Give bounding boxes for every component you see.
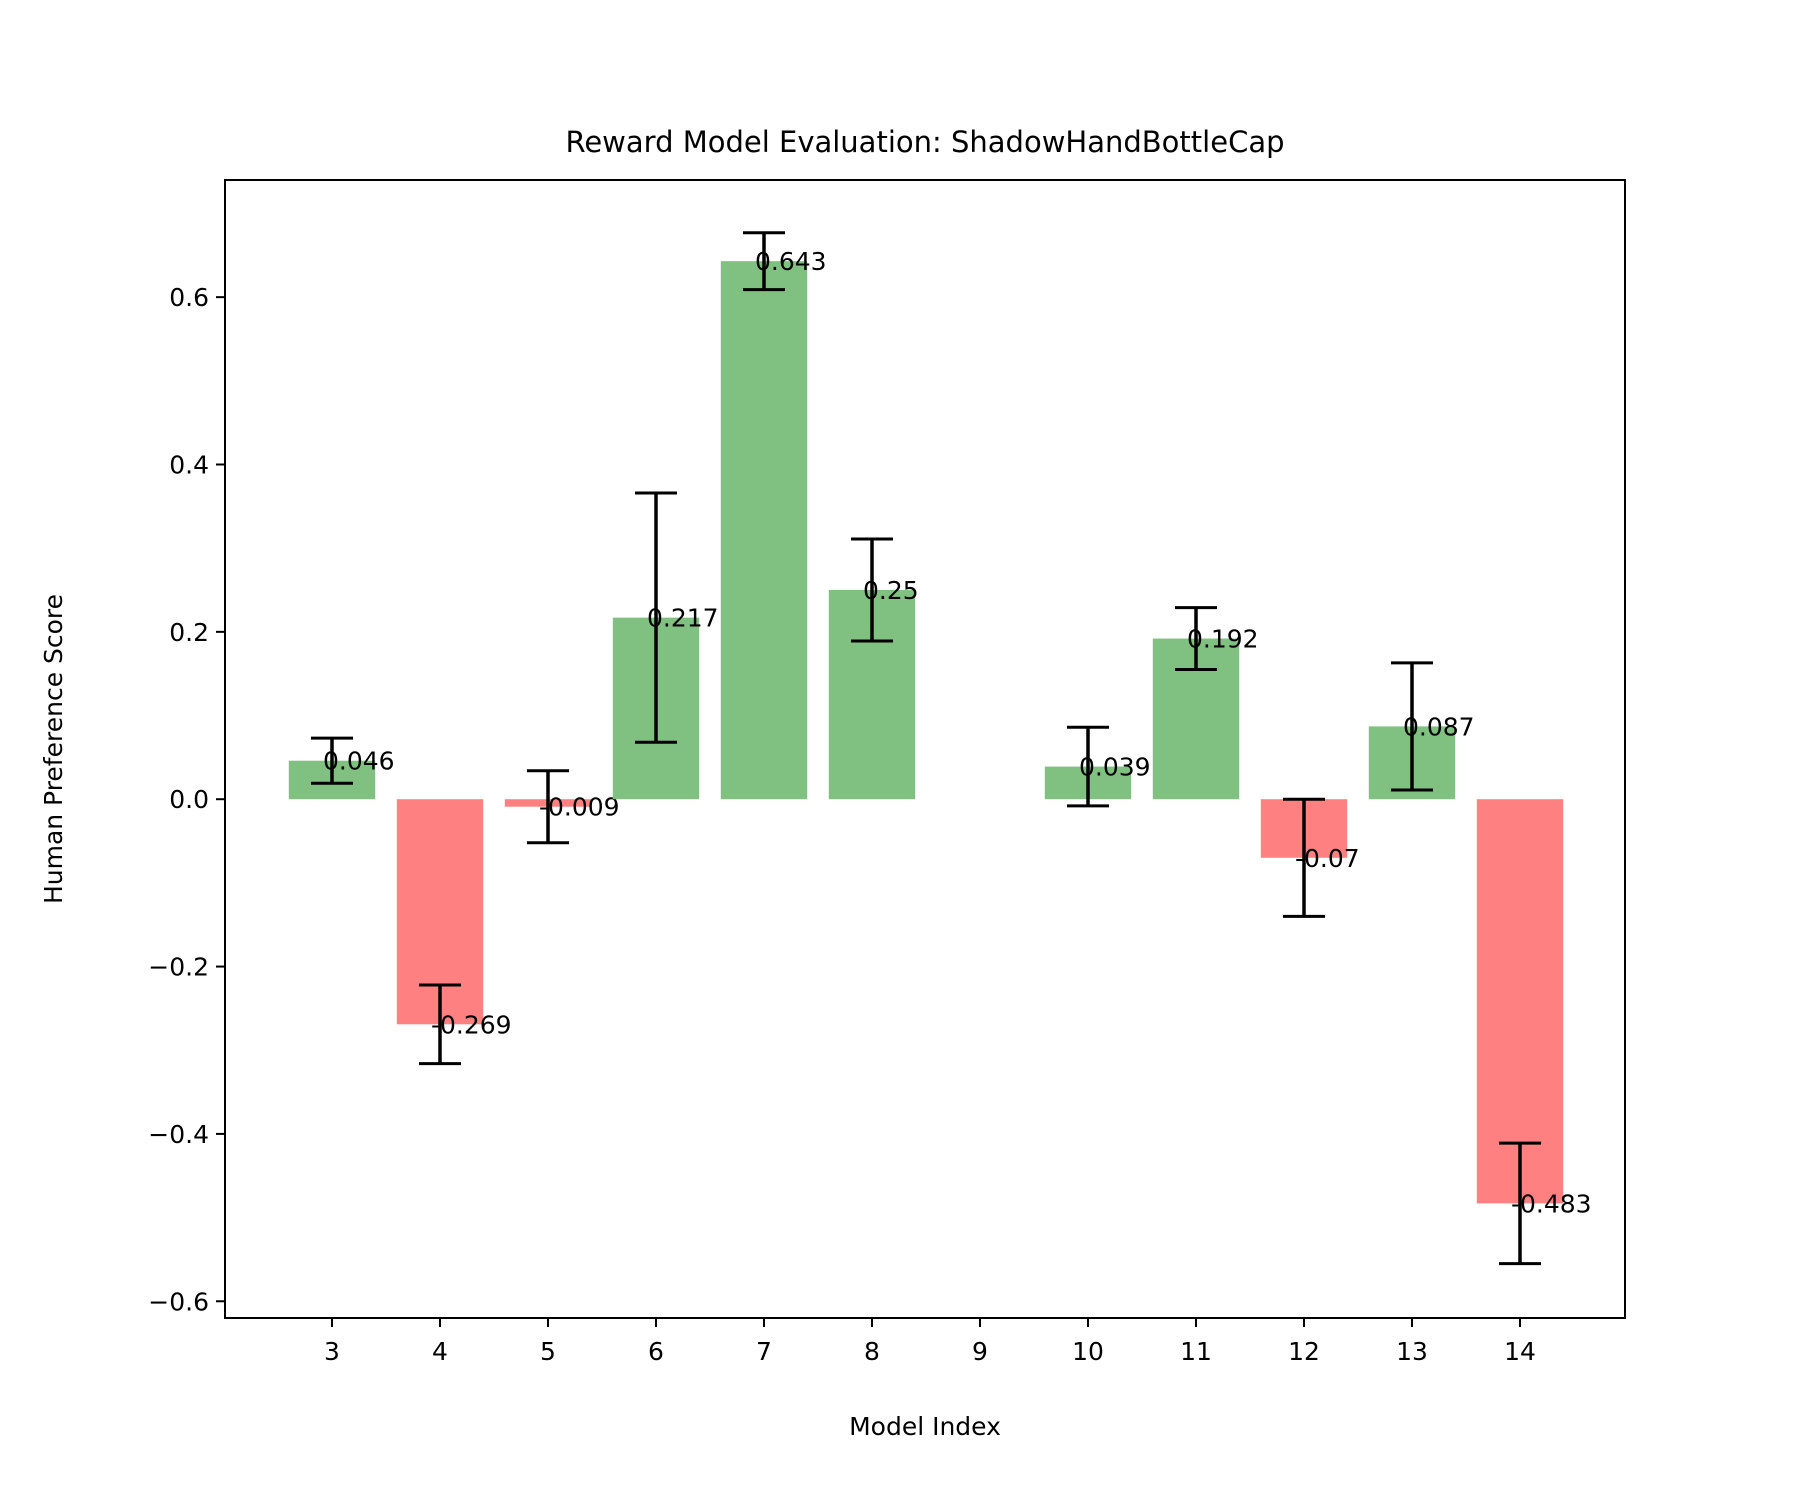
error-bar-12 xyxy=(1283,797,1325,918)
value-label-12: -0.07 xyxy=(1295,844,1360,873)
x-axis: 3 4 5 6 7 8 9 10 11 12 13 14 xyxy=(324,1318,1536,1366)
x-tick-label-13: 13 xyxy=(1396,1337,1428,1366)
error-bar-5 xyxy=(527,769,569,845)
error-bar-10 xyxy=(1067,725,1109,808)
y-tick-label: 0.0 xyxy=(169,785,209,814)
x-tick-label-12: 12 xyxy=(1288,1337,1320,1366)
x-tick-label-14: 14 xyxy=(1504,1337,1536,1366)
value-label-4: -0.269 xyxy=(431,1010,512,1039)
value-label-10: 0.039 xyxy=(1079,753,1151,782)
x-tick-label-4: 4 xyxy=(432,1337,448,1366)
y-tick-label: −0.6 xyxy=(148,1287,209,1316)
error-bar-6 xyxy=(635,491,677,744)
x-tick-label-11: 11 xyxy=(1180,1337,1212,1366)
value-label-11: 0.192 xyxy=(1187,625,1259,654)
error-bar-14 xyxy=(1499,1141,1541,1266)
x-tick-label-9: 9 xyxy=(972,1337,988,1366)
x-tick-label-8: 8 xyxy=(864,1337,880,1366)
value-label-13: 0.087 xyxy=(1403,712,1475,741)
y-tick-label: 0.6 xyxy=(169,283,209,312)
y-axis-label: Human Preference Score xyxy=(39,594,68,904)
value-label-8: 0.25 xyxy=(863,576,919,605)
bar-14 xyxy=(1476,799,1564,1204)
error-bar-4 xyxy=(419,983,461,1066)
error-bar-7 xyxy=(743,231,785,292)
error-bar-8 xyxy=(851,537,893,643)
error-bar-11 xyxy=(1175,606,1217,672)
value-label-14: -0.483 xyxy=(1511,1189,1592,1218)
y-tick-label: 0.4 xyxy=(169,451,209,480)
plot-frame xyxy=(224,179,1626,1319)
chart-title: Reward Model Evaluation: ShadowHandBottl… xyxy=(565,125,1284,159)
error-bar-13 xyxy=(1391,661,1433,792)
x-axis-label: Model Index xyxy=(849,1412,1001,1441)
value-label-6: 0.217 xyxy=(647,604,719,633)
x-tick-label-7: 7 xyxy=(756,1337,772,1366)
x-tick-label-6: 6 xyxy=(648,1337,664,1366)
error-bar-3 xyxy=(311,736,353,785)
value-label-3: 0.046 xyxy=(323,747,395,776)
value-label-5: -0.009 xyxy=(539,793,620,822)
plot-area: 0.046 -0.269 -0.009 0.217 0.643 0.25 0.039 0.19… xyxy=(288,231,1592,1266)
y-tick-label: 0.2 xyxy=(169,618,209,647)
y-tick-label: −0.2 xyxy=(148,953,209,982)
bar-7 xyxy=(720,261,808,800)
x-tick-label-10: 10 xyxy=(1072,1337,1104,1366)
y-axis: −0.6 −0.4 −0.2 0.0 0.2 0.4 0.6 xyxy=(148,283,225,1316)
value-label-7: 0.643 xyxy=(755,247,827,276)
y-tick-label: −0.4 xyxy=(148,1120,209,1149)
x-tick-label-5: 5 xyxy=(540,1337,556,1366)
x-tick-label-3: 3 xyxy=(324,1337,340,1366)
